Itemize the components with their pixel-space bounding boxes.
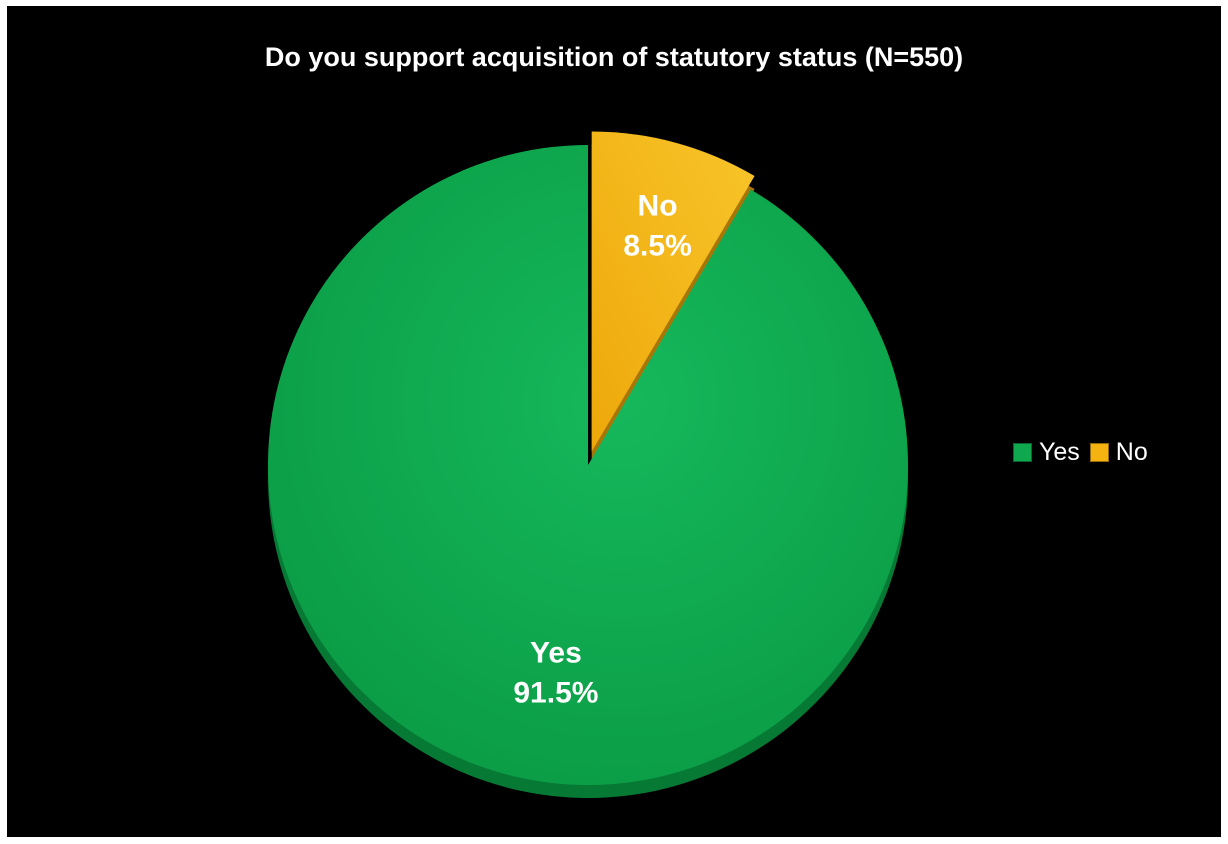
pie-labels: Yes 91.5% No 8.5%: [513, 190, 691, 710]
pie-slice-no: [591, 131, 755, 452]
pie-slices: [267, 131, 908, 786]
slice-category-label-yes: Yes: [530, 636, 582, 669]
chart-title: Do you support acquisition of statutory …: [264, 42, 964, 72]
legend: Yes No: [1013, 438, 1158, 467]
slice-value-label-no: 8.5%: [623, 230, 691, 263]
legend-label-no: No: [1115, 438, 1148, 466]
pie-slice-yes: [267, 145, 908, 786]
legend-swatch-no: [1089, 443, 1109, 462]
legend-swatch-yes: [1013, 443, 1032, 462]
slice-value-label-yes: 91.5%: [513, 676, 598, 709]
legend-label-yes: Yes: [1039, 438, 1080, 466]
slice-category-label-no: No: [638, 190, 678, 223]
legend-item-no: No: [1089, 438, 1148, 467]
legend-item-yes: Yes: [1013, 438, 1080, 467]
